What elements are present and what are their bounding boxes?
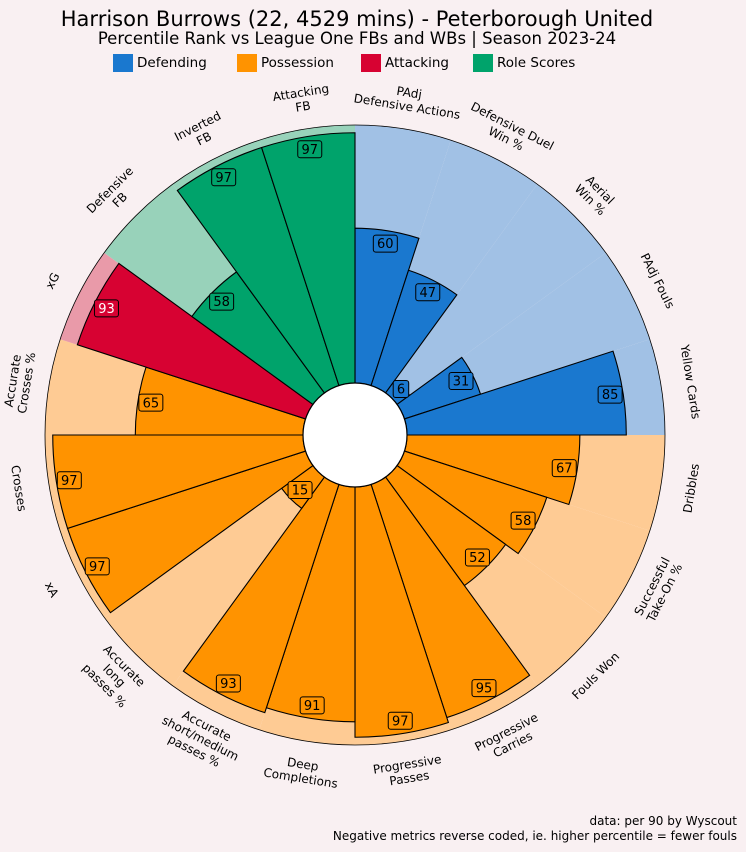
value-box-xa <box>84 557 110 576</box>
value-label-inverted-fb: 97 <box>211 168 237 187</box>
value-box-inverted-fb <box>211 168 237 187</box>
category-label-attacking-fb: AttackingFB <box>272 81 333 118</box>
value-label-progressive-carries: 95 <box>471 679 497 698</box>
value-text-accurate-short-medium-passes: 93 <box>220 677 237 692</box>
category-label-accurate-crosses: AccurateCrosses % <box>1 349 38 414</box>
value-label-xa: 97 <box>84 557 110 576</box>
value-label-fouls-won: 52 <box>464 548 490 567</box>
bg-wedge-accurate-long-passes <box>104 465 325 686</box>
category-label-padj-defensive-actions: PAdjDefensive Actions <box>353 77 464 121</box>
value-box-successful-take-on <box>510 511 536 530</box>
value-label-attacking-fb: 97 <box>297 140 323 159</box>
category-label-dribbles: Dribbles <box>680 463 702 514</box>
value-box-aerial-win <box>392 380 410 399</box>
category-label-fouls-won: Fouls Won <box>569 649 622 702</box>
value-label-xg: 93 <box>93 299 119 318</box>
value-box-crosses <box>56 471 82 490</box>
category-label-progressive-carries: ProgressiveCarries <box>472 710 546 766</box>
legend-label-defending: Defending <box>137 55 207 71</box>
value-label-deep-completions: 91 <box>299 696 325 715</box>
footer-note: Negative metrics reverse coded, ie. high… <box>332 829 737 843</box>
value-text-progressive-carries: 95 <box>476 682 493 697</box>
category-label-yellow-cards: Yellow Cards <box>677 343 703 420</box>
value-box-progressive-carries <box>471 679 497 698</box>
value-text-xg: 93 <box>98 302 115 317</box>
category-label-padj-fouls: PAdj Fouls <box>638 251 678 311</box>
value-label-defensive-duel-win: 47 <box>415 283 441 302</box>
value-text-crosses: 97 <box>61 474 78 489</box>
category-label-xa: xA <box>42 580 62 601</box>
value-text-defensive-duel-win: 47 <box>419 286 436 301</box>
value-box-yellow-cards <box>597 385 623 404</box>
category-label-aerial-win: AerialWin % <box>572 172 619 219</box>
value-box-accurate-long-passes <box>287 480 313 499</box>
value-label-accurate-long-passes: 15 <box>287 480 313 499</box>
value-box-padj-defensive-actions <box>372 234 398 253</box>
center-hole <box>302 382 408 488</box>
value-text-defensive-fb: 58 <box>213 295 230 310</box>
value-box-attacking-fb <box>297 140 323 159</box>
value-text-xa: 97 <box>89 560 106 575</box>
value-label-dribbles: 67 <box>551 459 577 478</box>
value-box-padj-fouls <box>448 371 474 390</box>
chart-subtitle: Percentile Rank vs League One FBs and WB… <box>97 29 617 48</box>
legend-swatch-attacking <box>361 54 381 72</box>
value-bars <box>52 132 627 738</box>
category-label-deep-completions: DeepCompletions <box>263 752 341 791</box>
value-box-accurate-crosses <box>138 393 164 412</box>
value-text-accurate-crosses: 65 <box>143 396 160 411</box>
value-label-padj-defensive-actions: 60 <box>372 234 398 253</box>
value-box-dribbles <box>551 459 577 478</box>
value-label-crosses: 97 <box>56 471 82 490</box>
value-text-deep-completions: 91 <box>304 699 321 714</box>
value-text-dribbles: 67 <box>556 462 573 477</box>
legend-label-role-scores: Role Scores <box>497 55 576 71</box>
footer-source: data: per 90 by Wyscout <box>589 814 737 828</box>
bg-wedge-aerial-win <box>385 184 606 405</box>
legend-swatch-role-scores <box>473 54 493 72</box>
value-label-padj-fouls: 31 <box>448 371 474 390</box>
legend-item-possession: Possession <box>237 53 334 73</box>
category-label-progressive-passes: ProgressivePasses <box>372 752 445 790</box>
value-text-aerial-win: 6 <box>397 383 405 398</box>
value-label-progressive-passes: 97 <box>387 711 413 730</box>
value-label-yellow-cards: 85 <box>597 385 623 404</box>
value-text-accurate-long-passes: 15 <box>292 484 309 499</box>
value-text-attacking-fb: 97 <box>301 143 318 158</box>
legend-item-defending: Defending <box>113 53 207 73</box>
legend-label-possession: Possession <box>261 55 334 71</box>
legend-label-attacking: Attacking <box>385 55 449 71</box>
value-box-fouls-won <box>464 548 490 567</box>
category-label-crosses: Crosses <box>8 464 29 512</box>
value-label-accurate-short-medium-passes: 93 <box>215 674 241 693</box>
legend-swatch-defending <box>113 54 133 72</box>
legend-swatch-possession <box>237 54 257 72</box>
value-box-defensive-fb <box>209 292 235 311</box>
value-text-successful-take-on: 58 <box>515 514 532 529</box>
outer-ring <box>44 124 666 746</box>
value-box-deep-completions <box>299 696 325 715</box>
value-label-defensive-fb: 58 <box>209 292 235 311</box>
value-label-aerial-win: 6 <box>392 380 410 399</box>
value-box-progressive-passes <box>387 711 413 730</box>
category-label-successful-take-on: SuccessfulTake-On % <box>631 555 685 625</box>
value-box-xg <box>93 299 119 318</box>
value-text-padj-fouls: 31 <box>453 375 470 390</box>
value-text-progressive-passes: 97 <box>392 714 409 729</box>
category-label-inverted-fb: InvertedFB <box>172 109 230 157</box>
value-label-successful-take-on: 58 <box>510 511 536 530</box>
category-label-xg: xG <box>43 270 63 291</box>
value-text-fouls-won: 52 <box>469 551 486 566</box>
value-box-defensive-duel-win <box>415 283 441 302</box>
value-text-yellow-cards: 85 <box>602 388 619 403</box>
value-label-accurate-crosses: 65 <box>138 393 164 412</box>
value-text-padj-defensive-actions: 60 <box>377 237 394 252</box>
chart-title: Harrison Burrows (22, 4529 mins) - Peter… <box>60 7 654 31</box>
value-labels: 60 47 6 31 85 67 58 52 95 97 91 93 15 97 97 65 93 58 97 97 <box>56 140 623 730</box>
legend-item-attacking: Attacking <box>361 53 449 73</box>
value-box-accurate-short-medium-passes <box>215 674 241 693</box>
legend-item-role-scores: Role Scores <box>473 53 575 73</box>
value-text-inverted-fb: 97 <box>215 171 232 186</box>
